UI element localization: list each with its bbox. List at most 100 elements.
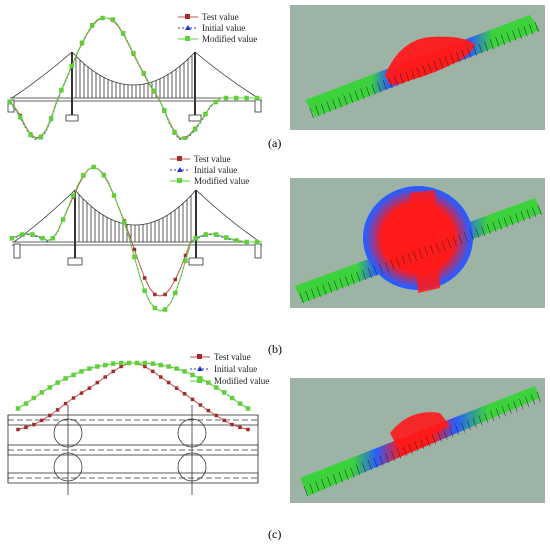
- data-point: [87, 386, 92, 390]
- left-pier: [65, 114, 79, 122]
- legend-modified-label: Modified value: [194, 176, 249, 186]
- data-point: [222, 418, 226, 423]
- right-abutment: [254, 243, 262, 259]
- hatch-line: [467, 47, 472, 58]
- data-point: [95, 380, 100, 385]
- hatch-line: [371, 84, 376, 95]
- legend-initial-label: Initial value: [194, 165, 237, 175]
- data-point: [244, 239, 249, 245]
- hatch-line: [394, 75, 399, 86]
- data-point: [254, 95, 260, 101]
- data-point: [234, 238, 239, 243]
- data-point: [172, 130, 177, 135]
- hatch-line: [305, 290, 310, 301]
- hatch-line: [405, 71, 410, 82]
- hatch-line: [396, 448, 401, 459]
- data-point: [182, 369, 187, 374]
- data-point: [79, 369, 84, 374]
- data-point: [132, 254, 137, 260]
- data-point: [103, 375, 107, 379]
- data-point: [206, 408, 211, 413]
- legend-modified-label: Modified value: [214, 376, 269, 386]
- data-point: [119, 364, 123, 369]
- data-point: [229, 395, 235, 401]
- data-point: [183, 253, 188, 258]
- hatch-line: [356, 464, 361, 475]
- hatch-line: [512, 30, 517, 41]
- data-point: [213, 232, 219, 237]
- hatch-line: [367, 267, 372, 278]
- hatch-line: [435, 242, 440, 253]
- data-point: [30, 232, 35, 237]
- data-point: [174, 366, 179, 371]
- caption-b: (b): [268, 342, 282, 356]
- data-point: [166, 364, 171, 369]
- hatch-line: [332, 474, 337, 485]
- data-point: [132, 247, 137, 252]
- data-point: [50, 236, 56, 241]
- hatch-line: [379, 263, 384, 274]
- data-point: [60, 217, 66, 222]
- data-point: [203, 111, 208, 117]
- data-point: [111, 369, 115, 374]
- legend-modified-marker: [185, 36, 190, 41]
- legend-c: Test value Initial value Modified value: [190, 352, 269, 386]
- data-point: [28, 132, 33, 138]
- hatch-line: [401, 255, 406, 266]
- hatch-line: [322, 284, 327, 295]
- data-point: [70, 193, 76, 198]
- legend-initial-label: Initial value: [214, 364, 257, 374]
- data-point: [55, 380, 60, 385]
- hatch-line: [384, 261, 389, 272]
- hatch-line: [316, 286, 321, 297]
- hatch-line: [458, 234, 463, 245]
- data-point: [143, 364, 147, 369]
- data-point: [213, 99, 218, 105]
- data-point: [254, 239, 260, 245]
- hatch-line: [413, 251, 418, 262]
- data-point: [158, 362, 164, 368]
- hatch-line: [339, 278, 344, 289]
- hatch-line: [441, 240, 446, 251]
- data-point: [183, 258, 188, 263]
- hatch-line: [447, 238, 452, 249]
- hatch-line: [349, 92, 354, 104]
- data-point: [174, 386, 179, 390]
- legend-test-label: Test value: [202, 12, 239, 22]
- hatch-line: [391, 450, 396, 461]
- legend-modified-label: Modified value: [202, 34, 257, 44]
- mode-shape-plot-b: Test value Initial value Modified value: [9, 154, 262, 312]
- caption-c: (c): [268, 527, 282, 541]
- hatch-line: [507, 403, 512, 414]
- hatch-line: [309, 483, 314, 494]
- data-point: [166, 380, 171, 385]
- data-point: [102, 362, 108, 368]
- legend-b: Test value Initial value Modified value: [170, 154, 249, 186]
- hatch-line: [408, 443, 413, 454]
- hatch-line: [452, 236, 457, 247]
- data-point: [182, 136, 188, 140]
- data-point: [230, 422, 234, 427]
- hatch-line: [439, 58, 444, 69]
- hatch-line: [503, 217, 508, 228]
- data-point: [223, 95, 229, 101]
- hatch-line: [498, 219, 503, 230]
- deformation-peak: [385, 36, 475, 85]
- data-point: [32, 422, 36, 427]
- hatch-line: [321, 103, 325, 114]
- data-point: [221, 390, 227, 395]
- data-point: [23, 401, 29, 406]
- hatch-line: [344, 469, 349, 480]
- hatch-line: [519, 398, 524, 410]
- data-point: [69, 63, 74, 69]
- data-point: [71, 372, 76, 378]
- data-point: [198, 403, 203, 407]
- data-point: [48, 116, 54, 122]
- legend-test-label: Test value: [214, 352, 251, 362]
- hatch-line: [449, 427, 454, 438]
- data-point: [118, 360, 124, 366]
- hatch-line: [379, 455, 384, 466]
- hatch-line: [350, 274, 355, 285]
- hatch-line: [328, 282, 333, 293]
- data-point: [238, 425, 242, 430]
